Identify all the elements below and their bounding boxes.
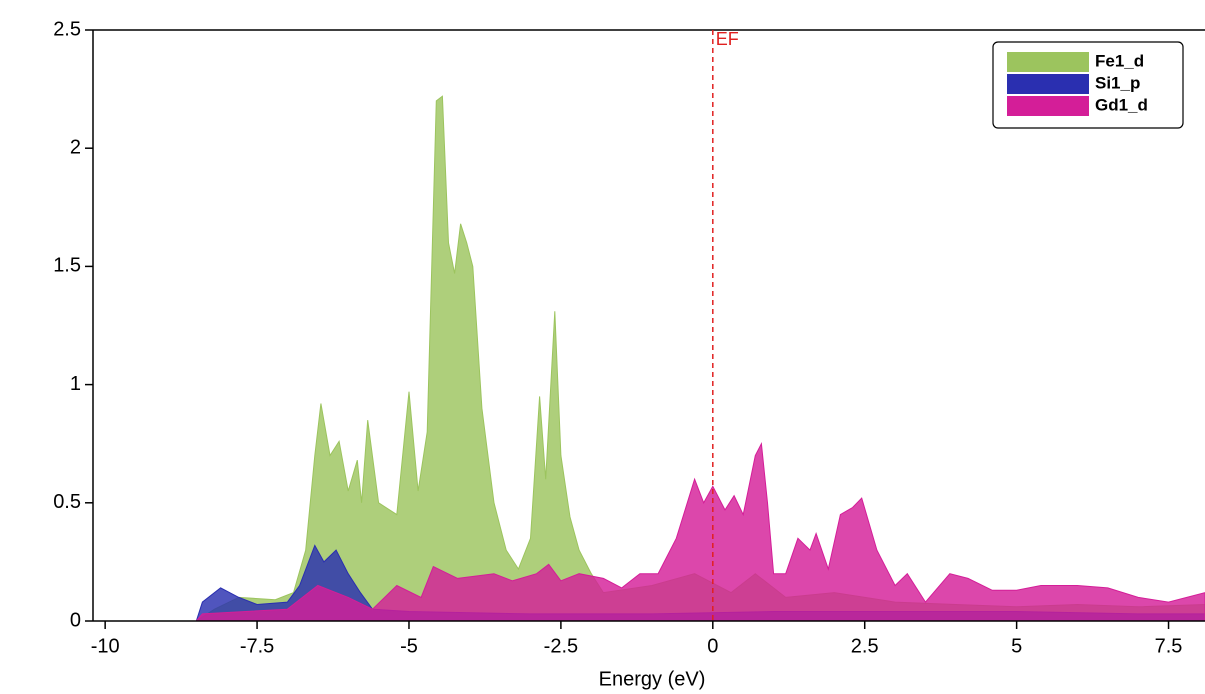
x-tick-label: 7.5 [1155,635,1183,657]
y-tick-label: 2 [70,136,81,158]
x-tick-label: 0 [707,635,718,657]
x-axis-label: Energy (eV) [599,668,706,690]
legend-swatch [1007,52,1089,72]
legend-label: Fe1_d [1095,51,1144,70]
legend-swatch [1007,74,1089,94]
area [105,95,1205,621]
x-tick-label: 5 [1011,635,1022,657]
x-tick-label: -5 [400,635,418,657]
legend-label: Si1_p [1095,73,1140,92]
y-tick-label: 0.5 [53,491,81,513]
area [105,441,1205,621]
fermi-label: EF [716,29,739,49]
legend-label: Gd1_d [1095,95,1148,114]
plot-area [105,95,1205,621]
legend-swatch [1007,96,1089,116]
y-tick-label: 1.5 [53,255,81,277]
x-tick-label: -2.5 [544,635,578,657]
y-tick-label: 2.5 [53,18,81,40]
x-tick-label: 2.5 [851,635,879,657]
y-tick-label: 0 [70,609,81,631]
x-tick-label: -10 [91,635,120,657]
x-tick-label: -7.5 [240,635,274,657]
y-tick-label: 1 [70,373,81,395]
